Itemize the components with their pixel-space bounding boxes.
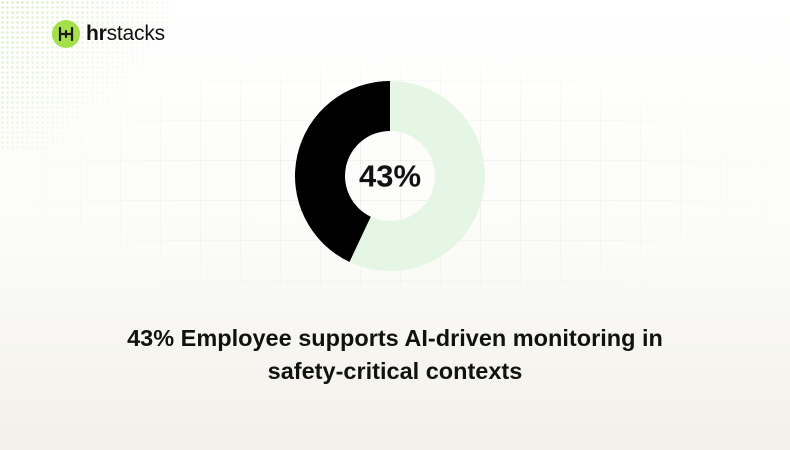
brand-name-rest: stacks — [106, 22, 166, 45]
caption-line-1: 43% Employee supports AI-driven monitori… — [127, 325, 663, 351]
caption-line-2: safety-critical contexts — [267, 358, 523, 384]
donut-center-label: 43% — [359, 159, 421, 194]
dot-pattern-decoration — [0, 0, 170, 150]
brand-logo: hrstacks — [52, 20, 165, 48]
donut-chart: 43% — [294, 81, 485, 271]
brand-name-bold: hr — [86, 22, 107, 45]
donut-slice-supports — [294, 81, 390, 262]
chart-caption: 43% Employee supports AI-driven monitori… — [40, 322, 750, 388]
donut-slice-other — [349, 81, 485, 271]
hrstacks-logo-icon — [52, 20, 80, 48]
brand-name: hrstacks — [86, 22, 165, 46]
